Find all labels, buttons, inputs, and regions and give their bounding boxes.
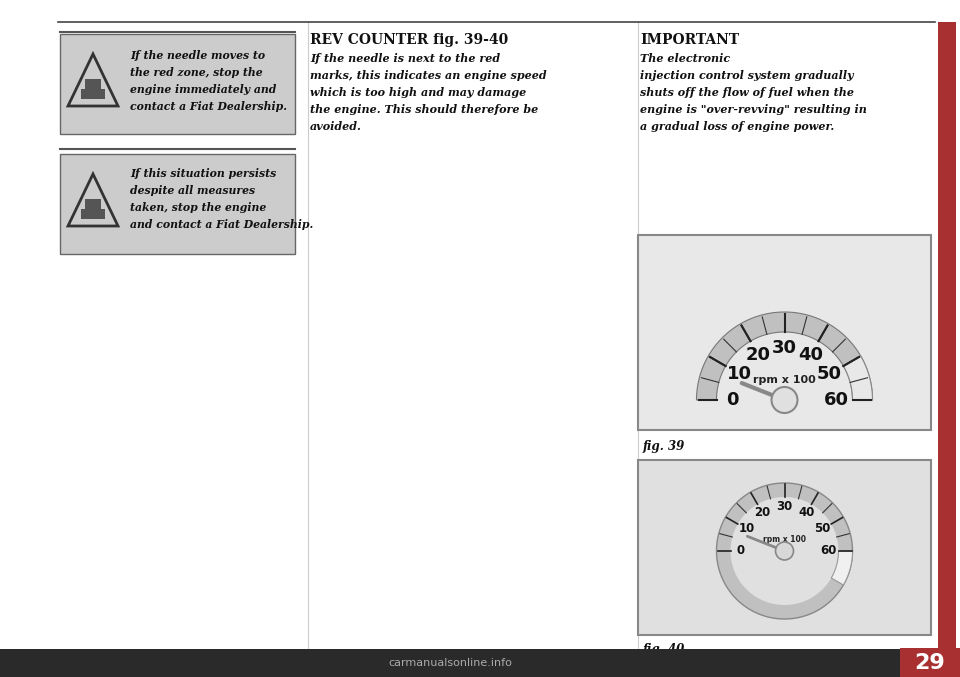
Text: contact a Fiat Dealership.: contact a Fiat Dealership.	[130, 101, 287, 112]
Text: rpm x 100: rpm x 100	[754, 375, 816, 385]
Text: 20: 20	[746, 346, 771, 364]
Bar	[638, 460, 931, 635]
Text: 10: 10	[727, 365, 752, 383]
Polygon shape	[716, 483, 852, 619]
Bar	[81, 209, 105, 219]
Text: despite all measures: despite all measures	[130, 185, 255, 196]
Text: 40: 40	[799, 506, 815, 519]
Circle shape	[772, 387, 798, 413]
Text: 29: 29	[915, 653, 946, 673]
Text: The electronic: The electronic	[640, 53, 731, 64]
Text: IMPORTANT: IMPORTANT	[640, 33, 739, 47]
Text: REV COUNTER fig. 39-40: REV COUNTER fig. 39-40	[310, 33, 508, 47]
Text: the red zone, stop the: the red zone, stop the	[130, 67, 263, 78]
Circle shape	[776, 542, 794, 560]
Text: 0: 0	[727, 391, 739, 409]
Text: fig. 40: fig. 40	[643, 643, 685, 656]
Text: taken, stop the engine: taken, stop the engine	[130, 202, 266, 213]
Text: 30: 30	[772, 339, 797, 357]
Polygon shape	[844, 356, 873, 400]
Text: engine is "over-revving" resulting in: engine is "over-revving" resulting in	[640, 104, 867, 115]
Text: 50: 50	[817, 365, 842, 383]
Text: 40: 40	[798, 346, 823, 364]
Polygon shape	[68, 54, 118, 106]
Text: a gradual loss of engine power.: a gradual loss of engine power.	[640, 121, 834, 132]
Text: injection control system gradually: injection control system gradually	[640, 70, 853, 81]
Text: If this situation persists: If this situation persists	[130, 168, 276, 179]
Text: 20: 20	[755, 506, 771, 519]
Bar	[638, 235, 931, 430]
Polygon shape	[68, 174, 118, 226]
Bar	[60, 34, 295, 134]
Text: 10: 10	[738, 523, 755, 536]
Text: carmanualsonline.info: carmanualsonline.info	[388, 658, 512, 668]
Text: 30: 30	[777, 500, 793, 513]
Text: avoided.: avoided.	[310, 121, 362, 132]
Polygon shape	[731, 497, 838, 605]
Text: 50: 50	[814, 523, 830, 536]
Text: 60: 60	[824, 391, 849, 409]
Text: shuts off the flow of fuel when the: shuts off the flow of fuel when the	[640, 87, 854, 98]
Bar	[85, 79, 101, 91]
Polygon shape	[716, 332, 852, 400]
Text: rpm x 100: rpm x 100	[763, 535, 806, 544]
Bar	[0, 649, 900, 677]
Text: 0: 0	[736, 544, 745, 557]
Bar	[0, 649, 960, 677]
Bar	[60, 154, 295, 254]
Polygon shape	[831, 551, 852, 585]
Text: If the needle is next to the red: If the needle is next to the red	[310, 53, 500, 64]
Text: the engine. This should therefore be: the engine. This should therefore be	[310, 104, 539, 115]
Text: marks, this indicates an engine speed: marks, this indicates an engine speed	[310, 70, 546, 81]
Text: fig. 39: fig. 39	[643, 440, 685, 453]
Bar	[85, 199, 101, 211]
Text: and contact a Fiat Dealership.: and contact a Fiat Dealership.	[130, 219, 313, 230]
Text: 60: 60	[820, 544, 837, 557]
Text: engine immediately and: engine immediately and	[130, 84, 276, 95]
Bar	[900, 648, 960, 677]
Text: If the needle moves to: If the needle moves to	[130, 50, 265, 61]
Bar	[938, 22, 956, 648]
Text: which is too high and may damage: which is too high and may damage	[310, 87, 526, 98]
Polygon shape	[697, 312, 873, 400]
Bar	[81, 89, 105, 99]
